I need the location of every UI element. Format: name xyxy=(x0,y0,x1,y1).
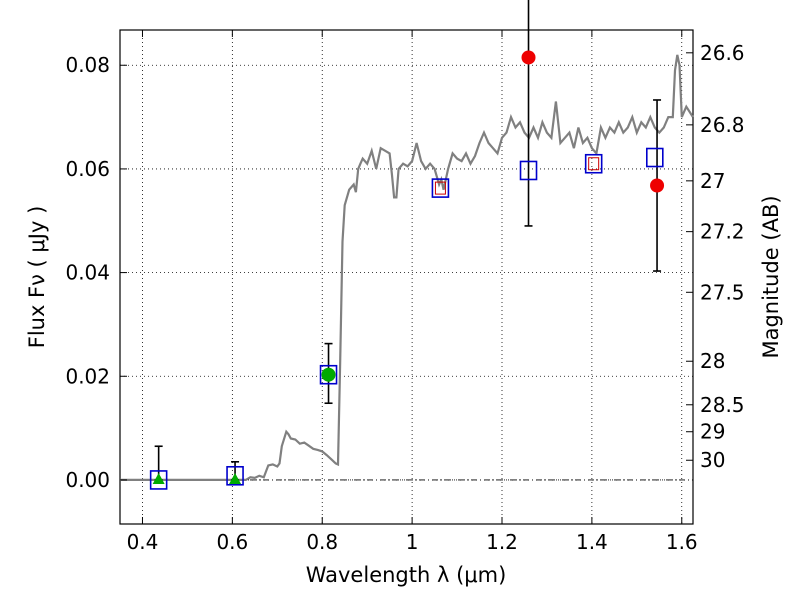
y2-axis-ticks: 26.6 26.8 27 27.2 27.5 28 28.5 29 30 xyxy=(686,41,745,472)
x-tick-label: 1 xyxy=(406,530,419,554)
error-bars xyxy=(154,0,662,481)
x-axis-ticks: 0.4 0.6 0.8 1 1.2 1.4 1.6 xyxy=(127,30,698,554)
x-tick-label: 0.4 xyxy=(127,530,159,554)
x-tick-label: 0.8 xyxy=(306,530,338,554)
grid-lines xyxy=(120,30,693,524)
model-square-marker xyxy=(519,160,538,181)
x-axis-label: Wavelength λ (μm) xyxy=(306,563,507,587)
y2-tick-label: 29 xyxy=(700,420,725,444)
x-tick-label: 1.2 xyxy=(486,530,518,554)
model-spectrum xyxy=(120,54,694,481)
y-tick-label: 0.00 xyxy=(65,468,110,492)
plot-area xyxy=(119,0,694,525)
plot-frame xyxy=(119,29,694,525)
y2-tick-label: 26.6 xyxy=(700,41,745,65)
optical-triangle-marker xyxy=(152,472,165,484)
y2-axis-label: Magnitude (AB) xyxy=(759,195,783,358)
nir-circle-marker xyxy=(650,178,665,193)
x-tick-label: 0.6 xyxy=(216,530,248,554)
optical-triangle-marker xyxy=(229,472,242,484)
y-tick-label: 0.06 xyxy=(65,157,110,181)
model-square-marker xyxy=(431,178,450,198)
nir-circle-marker xyxy=(521,50,536,65)
y2-tick-label: 27 xyxy=(700,169,725,193)
x-tick-label: 1.6 xyxy=(666,530,698,554)
y-tick-label: 0.02 xyxy=(65,364,110,388)
y2-tick-label: 27.2 xyxy=(700,220,745,244)
model-square-marker xyxy=(584,153,603,174)
model-square-marker xyxy=(645,147,664,168)
y2-tick-label: 28 xyxy=(700,349,725,373)
optical-circle-marker xyxy=(321,367,336,382)
model-square-marker xyxy=(149,470,168,490)
data-markers xyxy=(149,50,665,490)
y2-tick-label: 30 xyxy=(700,448,725,472)
limit-square-marker xyxy=(434,181,446,195)
x-tick-label: 1.4 xyxy=(576,530,608,554)
y-axis-ticks: 0.00 0.02 0.04 0.06 0.08 xyxy=(65,53,127,492)
limit-square-marker xyxy=(588,157,600,171)
y-axis-label: Flux Fν ( μJy ) xyxy=(25,206,49,349)
spectrum-line xyxy=(120,54,694,481)
y-tick-label: 0.08 xyxy=(65,53,110,77)
model-square-marker xyxy=(319,364,338,385)
y2-tick-label: 26.8 xyxy=(700,113,745,137)
y-tick-label: 0.04 xyxy=(65,261,110,285)
y2-tick-label: 27.5 xyxy=(700,280,745,304)
model-square-marker xyxy=(226,465,244,486)
y2-tick-label: 28.5 xyxy=(700,393,745,417)
